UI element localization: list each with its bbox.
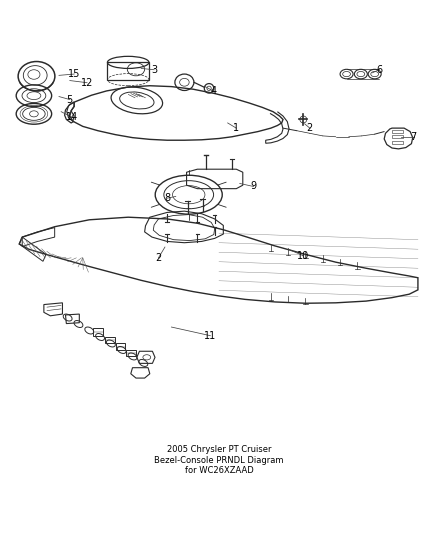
Text: 12: 12	[81, 78, 93, 88]
Text: 11: 11	[204, 330, 216, 341]
Text: 7: 7	[410, 132, 417, 142]
Text: 2: 2	[307, 123, 313, 133]
Text: 9: 9	[251, 182, 257, 191]
Text: 5: 5	[67, 94, 73, 104]
Text: 4: 4	[211, 86, 217, 96]
Text: 14: 14	[66, 112, 78, 122]
Text: 2005 Chrysler PT Cruiser
Bezel-Console PRNDL Diagram
for WC26XZAAD: 2005 Chrysler PT Cruiser Bezel-Console P…	[154, 445, 284, 475]
Text: 6: 6	[376, 64, 382, 75]
Text: 3: 3	[151, 64, 157, 75]
Text: 1: 1	[233, 123, 239, 133]
Text: 8: 8	[164, 193, 170, 203]
Text: 2: 2	[155, 253, 162, 263]
Text: 10: 10	[297, 251, 310, 261]
Text: 15: 15	[68, 69, 80, 79]
